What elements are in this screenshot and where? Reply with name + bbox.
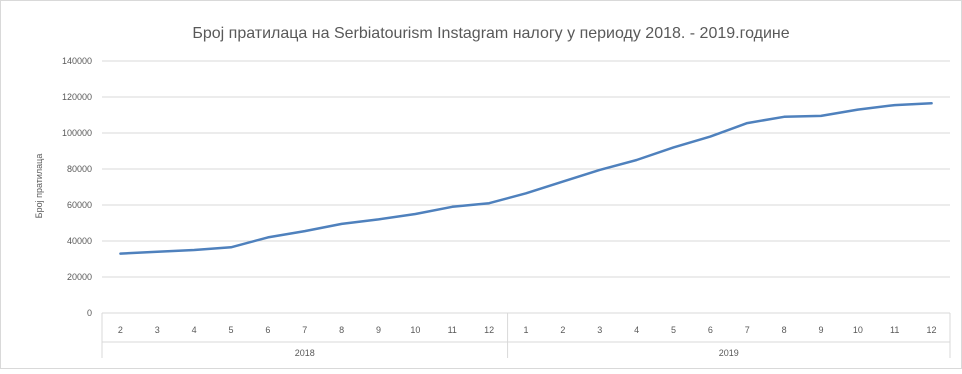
- x-group-label: 2018: [295, 348, 315, 358]
- y-tick-label: 20000: [67, 272, 92, 282]
- x-tick-label: 10: [410, 325, 420, 335]
- x-tick-label: 8: [339, 325, 344, 335]
- gridlines: [102, 60, 950, 314]
- x-tick-label: 2: [560, 325, 565, 335]
- x-tick-label: 12: [484, 325, 494, 335]
- y-tick-label: 60000: [67, 200, 92, 210]
- x-tick-label: 4: [634, 325, 639, 335]
- x-tick-label: 10: [853, 325, 863, 335]
- x-tick-label: 3: [597, 325, 602, 335]
- series-line: [119, 102, 933, 255]
- x-tick-label: 5: [671, 325, 676, 335]
- x-tick-label: 8: [782, 325, 787, 335]
- x-tick-label: 3: [155, 325, 160, 335]
- x-tick-label: 1: [523, 325, 528, 335]
- x-tick-label: 5: [229, 325, 234, 335]
- y-tick-label: 0: [87, 308, 92, 318]
- x-tick-label: 9: [376, 325, 381, 335]
- y-tick-label: 40000: [67, 236, 92, 246]
- x-group-label: 2019: [719, 348, 739, 358]
- y-axis-ticks: 0 20000 40000 60000 80000 100000 120000 140000: [62, 56, 92, 318]
- x-tick-label: 4: [192, 325, 197, 335]
- x-tick-label: 2: [118, 325, 123, 335]
- y-tick-label: 120000: [62, 92, 92, 102]
- x-tick-label: 7: [745, 325, 750, 335]
- x-tick-label: 11: [890, 325, 899, 335]
- x-tick-label: 6: [708, 325, 713, 335]
- x-tick-label: 9: [818, 325, 823, 335]
- x-tick-label: 6: [265, 325, 270, 335]
- y-tick-label: 80000: [67, 164, 92, 174]
- chart-title: Број пратилаца на Serbiatourism Instagra…: [192, 25, 789, 42]
- y-tick-label: 100000: [62, 128, 92, 138]
- y-axis-label: Број пратилаца: [34, 154, 44, 219]
- x-tick-label: 7: [302, 325, 307, 335]
- x-tick-label: 12: [927, 325, 937, 335]
- x-tick-label: 11: [448, 325, 457, 335]
- y-tick-label: 140000: [62, 56, 92, 66]
- series-layer: [119, 102, 933, 255]
